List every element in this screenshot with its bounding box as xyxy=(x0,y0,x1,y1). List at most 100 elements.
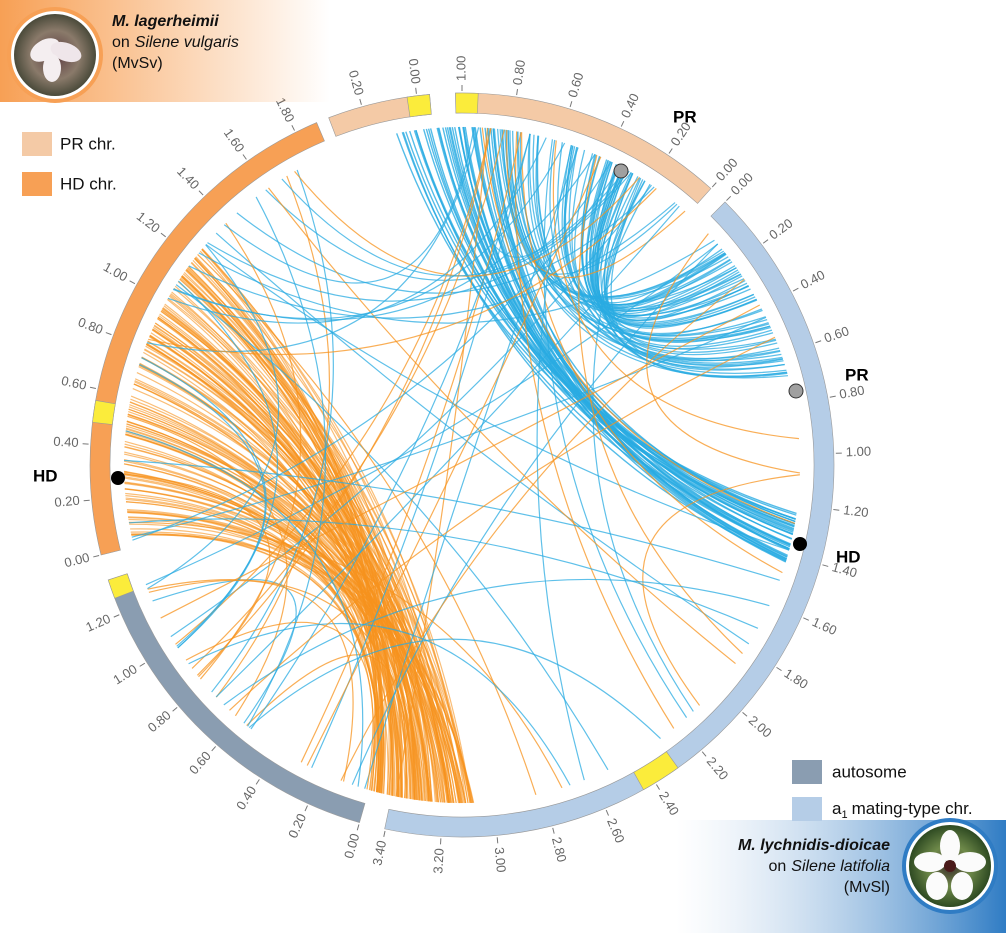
page: {"top_species":{"name":"M. lagerheimii",… xyxy=(0,0,1006,933)
tick-mark xyxy=(416,88,417,94)
tick-mark xyxy=(621,121,624,126)
tick-mark xyxy=(833,510,839,511)
species-code: (MvSv) xyxy=(112,55,163,72)
tick-label: 1.60 xyxy=(221,126,248,155)
legend-sub: 1 xyxy=(841,809,847,821)
tick-mark xyxy=(305,806,307,811)
tick-label: 3.00 xyxy=(492,846,509,873)
tick-mark xyxy=(830,396,836,397)
centromere xyxy=(407,94,431,116)
legend-label: HD chr. xyxy=(60,174,117,193)
locus-label: PR xyxy=(673,107,697,126)
tick-label: 2.80 xyxy=(549,835,570,863)
locus-dot xyxy=(614,164,628,178)
legend-swatch xyxy=(22,132,52,156)
species-name: M. lagerheimii xyxy=(112,13,219,30)
legend-rest: mating-type chr. xyxy=(852,799,973,818)
tick-mark xyxy=(90,387,96,388)
tick-label: 0.60 xyxy=(565,71,587,100)
tick-label: 0.60 xyxy=(822,323,851,345)
tick-label: 0.00 xyxy=(341,832,362,860)
locus-label: HD xyxy=(33,466,58,485)
tick-mark xyxy=(243,154,246,159)
legend-label: autosome xyxy=(832,762,907,781)
tick-mark xyxy=(570,101,572,107)
tick-label: 0.20 xyxy=(54,493,81,510)
tick-mark xyxy=(360,99,362,105)
tick-mark xyxy=(669,148,672,153)
tick-label: 1.20 xyxy=(83,611,112,635)
locus-label: HD xyxy=(836,547,861,566)
tick-mark xyxy=(606,810,608,816)
locus-dot xyxy=(111,471,125,485)
tick-mark xyxy=(553,828,554,834)
tick-label: 0.80 xyxy=(76,314,105,337)
tick-mark xyxy=(161,233,166,237)
tick-mark xyxy=(384,831,385,837)
tick-mark xyxy=(173,707,178,711)
host-name: Silene vulgaris xyxy=(135,34,239,51)
tick-label: 0.60 xyxy=(186,748,214,777)
centromere xyxy=(456,93,479,113)
legend-swatch xyxy=(792,797,822,821)
legend-label: PR chr. xyxy=(60,134,116,153)
tick-label: 1.20 xyxy=(134,208,163,235)
tick-mark xyxy=(106,333,112,335)
tick-label: 1.00 xyxy=(846,444,872,460)
tick-mark xyxy=(712,183,716,187)
tick-mark xyxy=(130,281,135,284)
species-code: (MvSl) xyxy=(844,879,890,896)
tick-label: 0.20 xyxy=(346,68,367,96)
tick-label: 2.00 xyxy=(746,713,775,741)
tick-label: 0.40 xyxy=(798,267,827,292)
tick-label: 2.20 xyxy=(704,754,732,783)
tick-label: 0.40 xyxy=(53,434,79,450)
tick-label: 3.20 xyxy=(430,848,446,874)
tick-label: 3.40 xyxy=(369,839,389,867)
tick-mark xyxy=(702,752,706,757)
tick-label: 0.20 xyxy=(285,811,309,840)
tick-label: 1.40 xyxy=(174,164,202,193)
tick-mark xyxy=(763,240,768,244)
legend-swatch xyxy=(792,760,822,784)
tick-mark xyxy=(777,667,782,670)
tick-mark xyxy=(656,784,659,789)
tick-label: 0.80 xyxy=(838,382,866,401)
host-prefix: on xyxy=(768,858,786,875)
tick-mark xyxy=(743,712,748,716)
locus-label: PR xyxy=(845,365,869,384)
tick-mark xyxy=(114,615,119,617)
tick-mark xyxy=(84,500,90,501)
tick-mark xyxy=(497,837,498,843)
tick-label: 0.80 xyxy=(145,707,174,735)
host-name: Silene latifolia xyxy=(791,858,890,875)
figure: 0.200.000.000.200.400.600.801.000.000.20… xyxy=(0,0,1006,933)
centromere xyxy=(92,400,115,424)
tick-mark xyxy=(140,663,145,666)
tick-label: 1.20 xyxy=(843,502,870,520)
tick-label: 1.00 xyxy=(101,259,130,284)
tick-label: 2.40 xyxy=(656,789,682,818)
locus-dot xyxy=(793,537,807,551)
tick-label: 0.20 xyxy=(766,215,795,242)
tick-label: 0.00 xyxy=(406,58,424,85)
tick-label: 0.80 xyxy=(510,59,529,86)
tick-label: 1.60 xyxy=(810,614,839,638)
tick-mark xyxy=(212,746,216,751)
host-prefix: on xyxy=(112,34,130,51)
tick-mark xyxy=(292,125,295,130)
tick-label: 0.40 xyxy=(618,91,642,120)
tick-label: 2.60 xyxy=(604,816,628,845)
tick-mark xyxy=(803,618,808,620)
locus-dot xyxy=(789,384,803,398)
link xyxy=(129,519,758,628)
tick-label: 0.00 xyxy=(63,550,91,571)
tick-label: 1.00 xyxy=(453,56,468,81)
tick-mark xyxy=(815,341,821,343)
links xyxy=(124,127,800,803)
tick-mark xyxy=(726,196,730,200)
tick-mark xyxy=(256,779,259,784)
petal xyxy=(43,54,61,82)
tick-mark xyxy=(357,825,359,831)
